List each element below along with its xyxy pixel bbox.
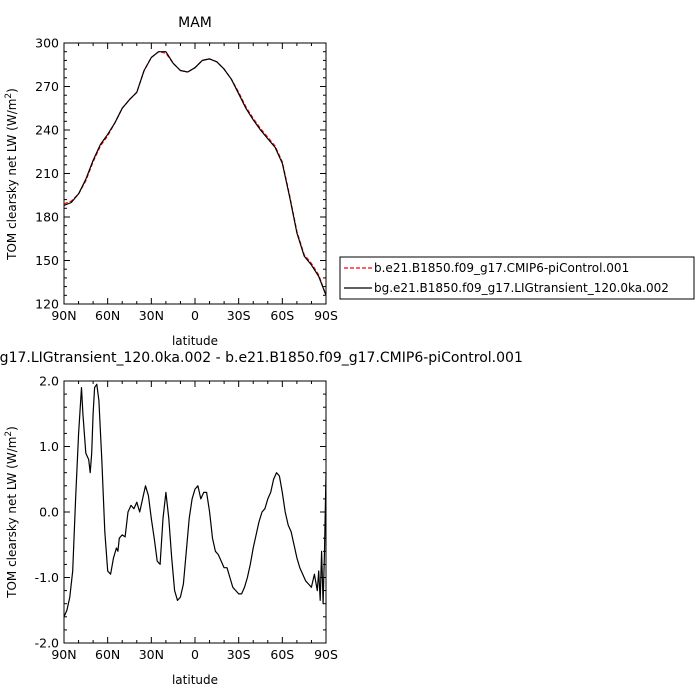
bottom-panel: bg.e21.B1850.f09_g17.LIGtransient_120.0k… bbox=[0, 350, 523, 687]
bottom-xtick-label: 30N bbox=[139, 647, 164, 662]
top-xtick-label: 60N bbox=[95, 308, 120, 323]
legend-label-ligtransient: bg.e21.B1850.f09_g17.LIGtransient_120.0k… bbox=[374, 281, 669, 295]
legend-label-picontrol: b.e21.B1850.f09_g17.CMIP6-piControl.001 bbox=[374, 261, 629, 275]
bottom-ytick-label: 0.0 bbox=[39, 505, 59, 520]
top-ylabel-superscript: 2 bbox=[4, 93, 14, 99]
top-series-line-1 bbox=[63, 51, 327, 296]
top-ytick-label: 150 bbox=[35, 253, 59, 268]
bottom-plot-area: 90N 60N 30N 0 30S 60S 90S -2.0 -1.0 0.0 1.0 2.0 bbox=[35, 374, 338, 663]
top-ylabel: TOM clearsky net LW (W/m2) bbox=[4, 88, 19, 261]
top-chart-title: MAM bbox=[178, 15, 212, 31]
top-plot-frame bbox=[63, 42, 327, 305]
top-xtick-label: 30S bbox=[227, 308, 251, 323]
top-series-line-2 bbox=[63, 51, 327, 296]
bottom-ylabel: TOM clearsky net LW (W/m2) bbox=[4, 426, 19, 599]
top-ytick-label: 120 bbox=[35, 297, 59, 312]
bottom-ytick-label: 1.0 bbox=[39, 439, 59, 454]
top-ytick-label: 180 bbox=[35, 210, 59, 225]
bottom-plot-frame bbox=[63, 380, 327, 644]
top-ytick-label: 240 bbox=[35, 123, 59, 138]
bottom-xtick-label: 90N bbox=[51, 647, 76, 662]
bottom-xtick-label: 60S bbox=[270, 647, 294, 662]
bottom-xtick-label: 60N bbox=[95, 647, 120, 662]
top-ytick-label: 210 bbox=[35, 166, 59, 181]
top-xtick-label: 60S bbox=[270, 308, 294, 323]
top-xtick-label: 0 bbox=[191, 308, 199, 323]
bottom-xlabel: latitude bbox=[172, 673, 218, 687]
legend-box bbox=[339, 256, 695, 300]
bottom-xtick-label: 90S bbox=[314, 647, 338, 662]
top-plot-area: 90N 60N 30N 0 30S 60S 90S 120 150 180 210 240 270 300 bbox=[35, 36, 338, 324]
top-ytick-label: 300 bbox=[35, 36, 59, 51]
bottom-chart-title: bg.e21.B1850.f09_g17.LIGtransient_120.0k… bbox=[0, 350, 523, 366]
top-ytick-label: 270 bbox=[35, 79, 59, 94]
bottom-ytick-label: -2.0 bbox=[35, 636, 59, 651]
top-ylabel-close: ) bbox=[5, 88, 19, 93]
bottom-ytick-label: 2.0 bbox=[39, 374, 59, 389]
bottom-series-line-1 bbox=[63, 383, 327, 618]
top-xtick-label: 30N bbox=[139, 308, 164, 323]
bottom-ytick-label: -1.0 bbox=[35, 570, 59, 585]
bottom-xtick-label: 0 bbox=[191, 647, 199, 662]
bottom-ylabel-superscript: 2 bbox=[4, 431, 14, 437]
top-panel: MAM TOM clearsky net LW (W/m2) latitude … bbox=[4, 15, 338, 348]
top-xtick-label: 90N bbox=[51, 308, 76, 323]
legend: b.e21.B1850.f09_g17.CMIP6-piControl.001 … bbox=[339, 256, 695, 300]
bottom-ylabel-main: TOM clearsky net LW (W/m bbox=[5, 437, 19, 599]
bottom-ylabel-close: ) bbox=[5, 426, 19, 431]
top-ylabel-main: TOM clearsky net LW (W/m bbox=[5, 99, 19, 261]
top-xtick-label: 90S bbox=[314, 308, 338, 323]
bottom-xtick-label: 30S bbox=[227, 647, 251, 662]
top-xlabel: latitude bbox=[172, 334, 218, 348]
